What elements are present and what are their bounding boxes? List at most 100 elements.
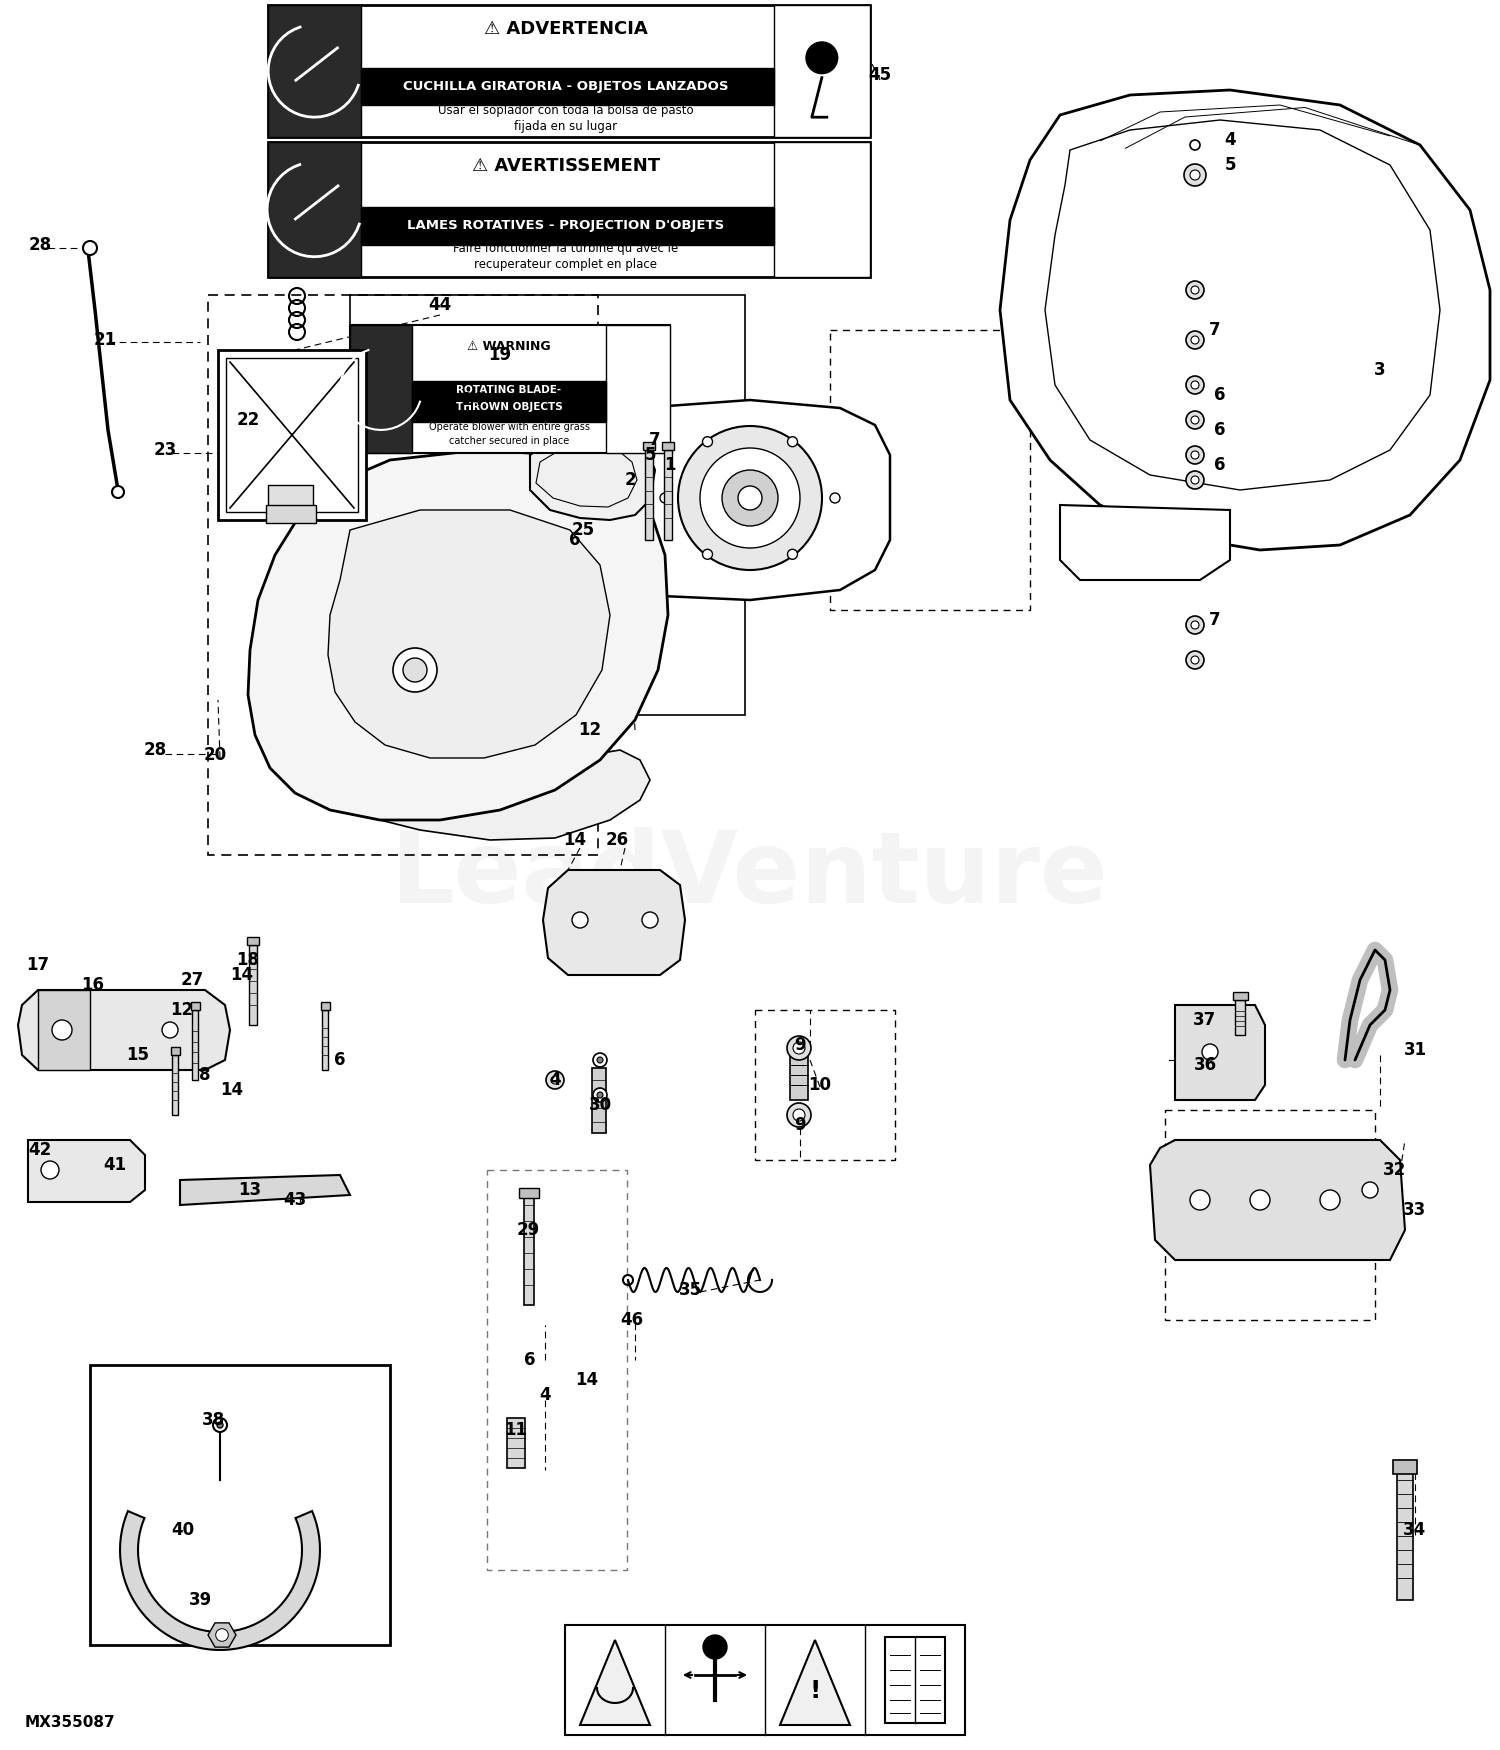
Bar	[362, 206, 774, 245]
Circle shape	[1190, 1190, 1210, 1209]
Circle shape	[830, 493, 840, 502]
Bar	[321, 1003, 330, 1010]
Circle shape	[702, 550, 712, 560]
Text: 35: 35	[678, 1281, 702, 1298]
Text: 6: 6	[1215, 422, 1225, 439]
Text: 26: 26	[606, 831, 628, 849]
Circle shape	[592, 1088, 608, 1102]
Bar	[790, 1055, 808, 1101]
Bar	[754, 1010, 896, 1160]
Text: 29: 29	[516, 1222, 540, 1239]
Bar	[362, 68, 774, 105]
Bar	[1233, 992, 1248, 999]
Text: LAMES ROTATIVES - PROJECTION D'OBJETS: LAMES ROTATIVES - PROJECTION D'OBJETS	[408, 219, 724, 233]
Text: 7: 7	[1209, 320, 1221, 340]
Circle shape	[112, 487, 125, 499]
Bar	[190, 1003, 200, 1010]
Text: 30: 30	[588, 1096, 612, 1115]
Polygon shape	[328, 509, 610, 758]
Text: 4: 4	[538, 1386, 550, 1404]
Circle shape	[592, 1054, 608, 1068]
Bar	[592, 1068, 606, 1132]
Circle shape	[678, 425, 822, 570]
Text: 18: 18	[237, 950, 260, 970]
Text: 28: 28	[144, 740, 166, 760]
Text: 24: 24	[460, 390, 483, 410]
Bar	[566, 1626, 964, 1734]
Text: THROWN OBJECTS: THROWN OBJECTS	[456, 402, 562, 411]
Text: 7: 7	[1209, 611, 1221, 628]
Bar	[488, 1171, 627, 1570]
Bar	[172, 1055, 178, 1115]
Circle shape	[738, 487, 762, 509]
Bar	[644, 443, 656, 450]
Polygon shape	[1174, 1004, 1264, 1101]
Bar	[664, 450, 672, 541]
Text: 6: 6	[1215, 457, 1225, 474]
Text: 45: 45	[868, 66, 891, 84]
Text: 39: 39	[189, 1591, 211, 1608]
Text: 36: 36	[1194, 1055, 1216, 1074]
Text: 43: 43	[284, 1192, 306, 1209]
Text: 25: 25	[572, 522, 594, 539]
Bar	[774, 142, 870, 276]
Text: 27: 27	[180, 971, 204, 989]
Text: 2: 2	[624, 471, 636, 488]
Circle shape	[1202, 1045, 1218, 1060]
Bar	[350, 326, 412, 453]
Text: 20: 20	[204, 746, 226, 765]
Bar	[413, 382, 606, 422]
Text: 6: 6	[334, 1052, 345, 1069]
Circle shape	[1362, 1181, 1378, 1199]
Circle shape	[788, 1102, 812, 1127]
Bar	[350, 296, 746, 716]
Circle shape	[1190, 170, 1200, 180]
Circle shape	[1191, 416, 1198, 424]
Text: Operate blower with entire grass: Operate blower with entire grass	[429, 422, 590, 432]
Bar	[268, 142, 870, 276]
Text: 13: 13	[238, 1181, 261, 1199]
Text: 33: 33	[1404, 1200, 1426, 1220]
Circle shape	[1190, 140, 1200, 150]
Circle shape	[788, 550, 798, 560]
Text: 41: 41	[104, 1157, 126, 1174]
Text: 3: 3	[1374, 360, 1386, 380]
Circle shape	[794, 1110, 806, 1122]
Circle shape	[642, 912, 658, 928]
Bar	[248, 936, 259, 945]
Circle shape	[217, 1423, 223, 1428]
Text: 12: 12	[171, 1001, 194, 1018]
Bar	[268, 5, 362, 136]
Bar	[885, 1636, 945, 1724]
Circle shape	[788, 438, 798, 446]
Bar	[1234, 999, 1245, 1034]
Text: 28: 28	[28, 236, 51, 254]
Text: 46: 46	[621, 1311, 644, 1328]
Circle shape	[550, 1076, 560, 1083]
Bar	[226, 359, 358, 513]
Text: Faire fonctionner la turbine qu’avec le: Faire fonctionner la turbine qu’avec le	[453, 242, 678, 256]
Circle shape	[1186, 471, 1204, 488]
Text: 1: 1	[664, 457, 675, 474]
Circle shape	[213, 1418, 226, 1431]
Circle shape	[1191, 452, 1198, 458]
Circle shape	[1191, 621, 1198, 628]
Bar	[1394, 1460, 1417, 1474]
Circle shape	[1250, 1190, 1270, 1209]
Text: catcher secured in place: catcher secured in place	[448, 436, 568, 446]
Text: 9: 9	[794, 1036, 806, 1054]
Circle shape	[162, 1022, 178, 1038]
Bar	[350, 326, 670, 453]
Circle shape	[1186, 651, 1204, 668]
Text: 6: 6	[525, 1351, 536, 1368]
Polygon shape	[209, 1622, 236, 1647]
Text: 34: 34	[1404, 1521, 1426, 1538]
Bar	[90, 1365, 390, 1645]
Circle shape	[1191, 285, 1198, 294]
Bar	[774, 5, 870, 136]
Text: 6: 6	[1215, 387, 1225, 404]
Polygon shape	[18, 990, 229, 1069]
Text: 15: 15	[126, 1046, 150, 1064]
Text: 23: 23	[153, 441, 177, 458]
Text: 10: 10	[808, 1076, 831, 1094]
